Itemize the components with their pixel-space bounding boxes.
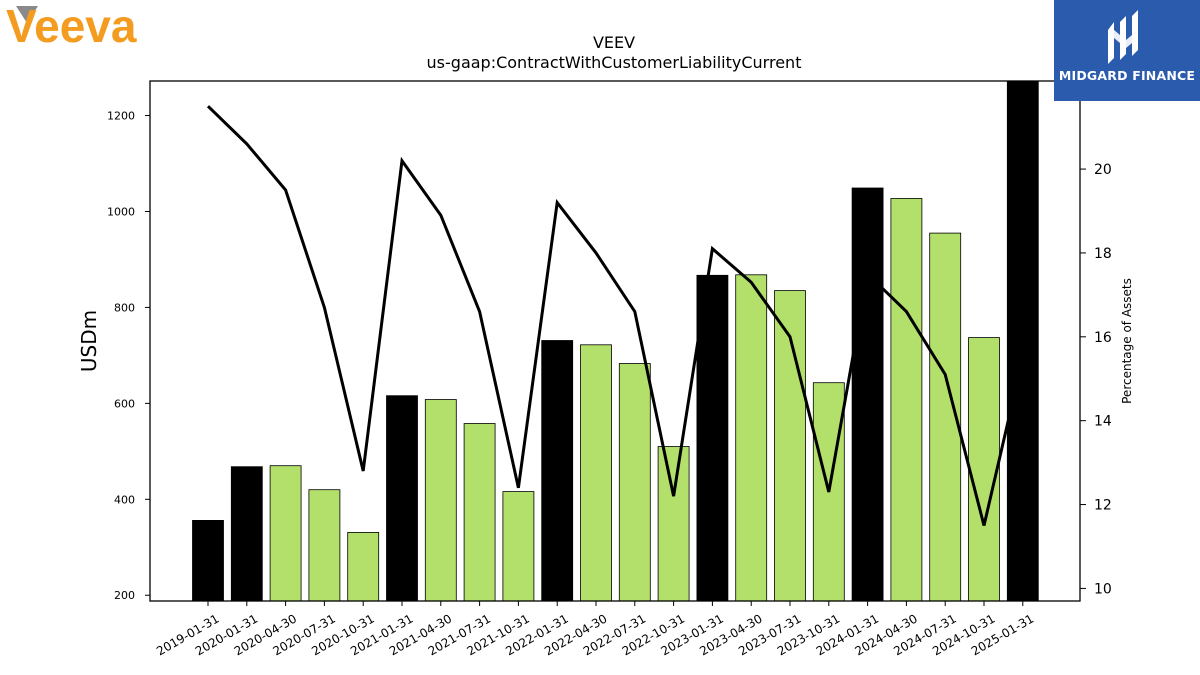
bar-2023-01-31 — [696, 274, 729, 602]
y-tick-label: 1200 — [107, 110, 135, 123]
y2-tick-label: 18 — [1094, 246, 1112, 262]
bar-2024-04-30 — [890, 198, 923, 602]
bar-2019-01-31 — [192, 520, 224, 602]
bar-group — [192, 80, 1039, 602]
y2-tick-label: 14 — [1094, 414, 1112, 430]
bar-2021-01-31 — [386, 395, 418, 602]
plot-frame — [149, 80, 1081, 602]
bar-2021-04-30 — [424, 399, 457, 602]
bar-2022-04-30 — [580, 344, 612, 602]
veeva-logo-text: Veeva — [6, 2, 137, 48]
chart-title: VEEV — [593, 33, 635, 52]
y-axis-label: USDm — [77, 310, 101, 372]
bar-2021-07-31 — [463, 423, 496, 602]
midgard-finance-logo: MIDGARD FINANCE — [1054, 0, 1200, 101]
percentage-line-layer — [206, 105, 1025, 526]
x-axis-ticks: 2019-01-312020-01-312020-04-302020-07-31… — [154, 601, 1036, 658]
y-tick-label: 1000 — [107, 205, 135, 218]
bar-2021-10-31 — [502, 491, 535, 602]
bar-2020-10-31 — [347, 532, 380, 602]
bar-2020-04-30 — [269, 465, 302, 602]
y-tick-label: 600 — [114, 397, 135, 410]
percentage-line — [206, 105, 1025, 526]
chart-subtitle: us-gaap:ContractWithCustomerLiabilityCur… — [427, 53, 802, 72]
bar-2025-01-31 — [1006, 80, 1039, 602]
y2-axis-label: Percentage of Assets — [1120, 278, 1134, 404]
bar-2024-01-31 — [851, 187, 884, 602]
y-tick-label: 800 — [114, 301, 135, 314]
y-tick-label: 200 — [114, 589, 135, 602]
y2-tick-label: 10 — [1094, 581, 1112, 597]
y2-tick-label: 16 — [1094, 330, 1112, 346]
bar-2022-10-31 — [657, 446, 690, 602]
bar-2020-07-31 — [308, 489, 341, 602]
midgard-logo-mark — [1108, 10, 1138, 64]
veeva-logo-mark: Veeva — [6, 0, 137, 52]
veeva-logo: Veeva — [4, 0, 174, 52]
bar-2023-04-30 — [735, 274, 768, 602]
bar-2024-10-31 — [968, 337, 1000, 602]
y2-tick-label: 20 — [1094, 162, 1112, 178]
right-axis-ticks: 10 12 14 16 18 20 — [1080, 162, 1112, 597]
midgard-logo-text: MIDGARD FINANCE — [1058, 68, 1196, 83]
left-axis-ticks: 200 400 600 800 1000 1200 — [107, 110, 150, 602]
bar-2022-07-31 — [618, 363, 651, 602]
y2-tick-label: 12 — [1094, 498, 1112, 514]
bar-2020-01-31 — [230, 466, 263, 602]
y-tick-label: 400 — [114, 493, 135, 506]
bar-2022-01-31 — [541, 340, 574, 602]
